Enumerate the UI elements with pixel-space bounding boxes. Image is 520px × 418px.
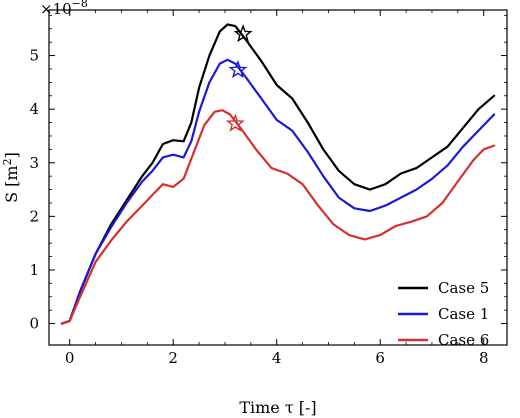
x-tick-label: 8: [479, 349, 489, 367]
ticks-layer: 0 2 4 6 8 0 1 2 3 4 5: [29, 10, 507, 367]
y-tick-label: 4: [29, 100, 39, 118]
x-tick-label: 2: [168, 349, 178, 367]
legend-label-1: Case 5: [438, 279, 489, 297]
y-tick-label: 5: [29, 47, 39, 65]
marker-layer: [225, 24, 253, 132]
x-tick-label: 4: [272, 349, 282, 367]
y-scale-factor: ×10−8: [40, 0, 88, 18]
y-axis-label: S [m2]: [1, 152, 21, 203]
series-line-2: [60, 58, 496, 325]
y-tick-label: 2: [29, 207, 39, 225]
legend-label-3: Case 6: [438, 331, 489, 349]
y-axis-label-close: ]: [2, 152, 21, 158]
y-tick-label: 3: [29, 154, 39, 172]
y-tick-label: 0: [29, 315, 39, 333]
plot-frame: [48, 9, 508, 346]
x-tick-label: 0: [65, 349, 75, 367]
series-line-1: [60, 23, 496, 325]
legend-label-2: Case 1: [438, 305, 489, 323]
y-tick-label: 1: [29, 261, 39, 279]
legend: Case 5 Case 1 Case 6: [398, 279, 489, 349]
y-axis-label-sup: 2: [1, 158, 14, 165]
scale-base: ×10: [40, 0, 72, 18]
scale-exponent: −8: [72, 0, 88, 10]
star-marker-1: [233, 24, 253, 43]
x-axis-label: Time τ [-]: [239, 398, 316, 417]
star-marker-2: [228, 60, 248, 79]
star-marker-3: [225, 113, 245, 132]
x-tick-label: 6: [375, 349, 385, 367]
series-line-3: [60, 109, 496, 325]
y-axis-label-main: S [m: [2, 165, 21, 202]
series-layer: [60, 23, 496, 325]
